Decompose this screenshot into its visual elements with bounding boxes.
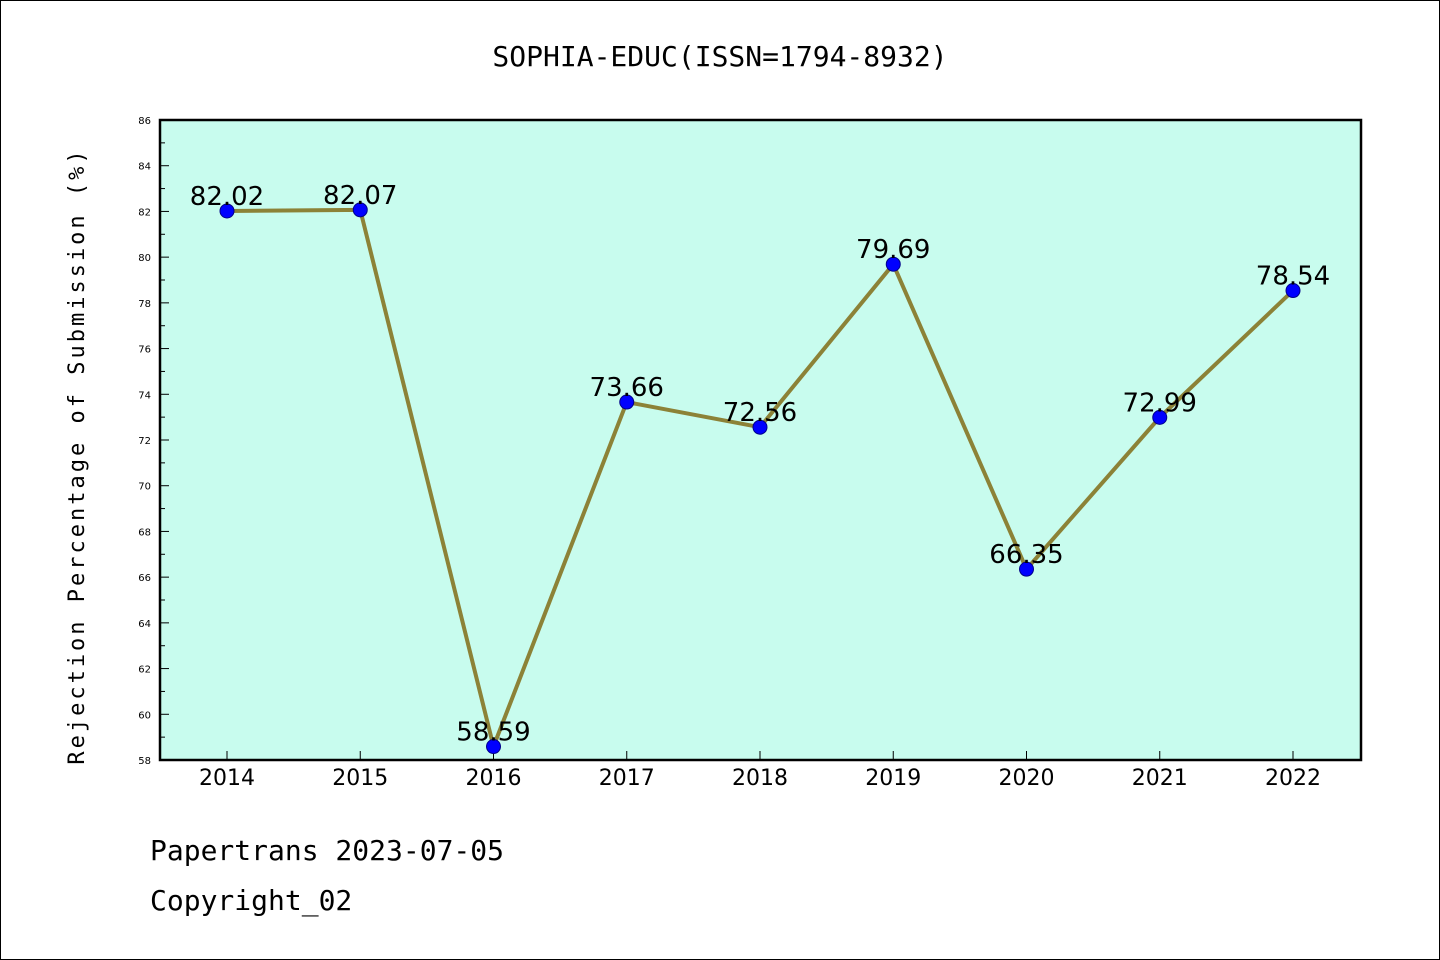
y-tick-label: 62 (138, 665, 151, 676)
data-point-marker (619, 394, 635, 410)
y-tick-label: 68 (138, 527, 151, 538)
footer-copyright-line: Copyright_02 (150, 884, 353, 917)
x-tick-label: 2021 (1132, 766, 1188, 791)
x-tick-label: 2015 (332, 766, 388, 791)
y-tick-label: 64 (138, 619, 151, 630)
data-point-marker (352, 202, 368, 218)
y-tick-label: 84 (138, 162, 151, 173)
plot-area (158, 118, 1363, 762)
data-label: 72.56 (723, 398, 797, 428)
y-tick-label: 78 (138, 299, 151, 310)
data-label: 78.54 (1256, 262, 1330, 292)
data-point-marker (486, 739, 501, 755)
chart-title: SOPHIA-EDUC(ISSN=1794-8932) (492, 40, 947, 73)
y-axis-ticks: 58 60 62 64 66 68 70 72 74 76 78 80 82 84 86 (138, 116, 169, 767)
x-axis-ticks: 2014 2015 2016 2017 2018 2019 2020 2021 2022 (199, 751, 1321, 791)
y-tick-label: 70 (138, 482, 151, 493)
data-label: 58.59 (456, 718, 530, 748)
x-tick-label: 2017 (599, 766, 655, 791)
data-label: 72.99 (1123, 388, 1197, 418)
y-axis-label: Rejection Percentage of Submission (%) (65, 147, 90, 764)
data-label: 66.35 (989, 540, 1063, 570)
data-point-marker (219, 203, 235, 219)
y-tick-label: 82 (138, 207, 151, 218)
y-tick-label: 58 (138, 756, 151, 767)
data-point-marker (885, 256, 901, 272)
footer-date-line: Papertrans 2023-07-05 (150, 834, 505, 867)
x-tick-label: 2014 (199, 766, 255, 791)
data-labels-group: 82.02 82.07 58.59 73.66 72.56 79.69 66.35 72.99… (190, 181, 1330, 748)
data-point-marker (1019, 561, 1034, 577)
x-tick-label: 2018 (732, 766, 788, 791)
y-tick-label: 74 (138, 390, 151, 401)
y-tick-label: 76 (138, 345, 151, 356)
y-tick-label: 80 (138, 253, 151, 264)
x-tick-label: 2019 (865, 766, 921, 791)
data-label: 73.66 (590, 373, 664, 403)
x-tick-label: 2020 (999, 766, 1055, 791)
y-tick-label: 60 (138, 710, 151, 721)
data-point-marker (1152, 409, 1168, 425)
x-tick-label: 2016 (466, 766, 522, 791)
y-tick-label: 66 (138, 573, 151, 584)
data-label: 79.69 (856, 235, 930, 265)
data-point-marker (1285, 283, 1301, 299)
data-label: 82.07 (323, 181, 397, 211)
y-tick-label: 86 (138, 116, 151, 127)
data-label: 82.02 (190, 182, 264, 212)
series-line-group (219, 202, 1301, 755)
x-tick-label: 2022 (1265, 766, 1321, 791)
y-tick-label: 72 (138, 436, 151, 447)
data-point-marker (752, 419, 768, 435)
